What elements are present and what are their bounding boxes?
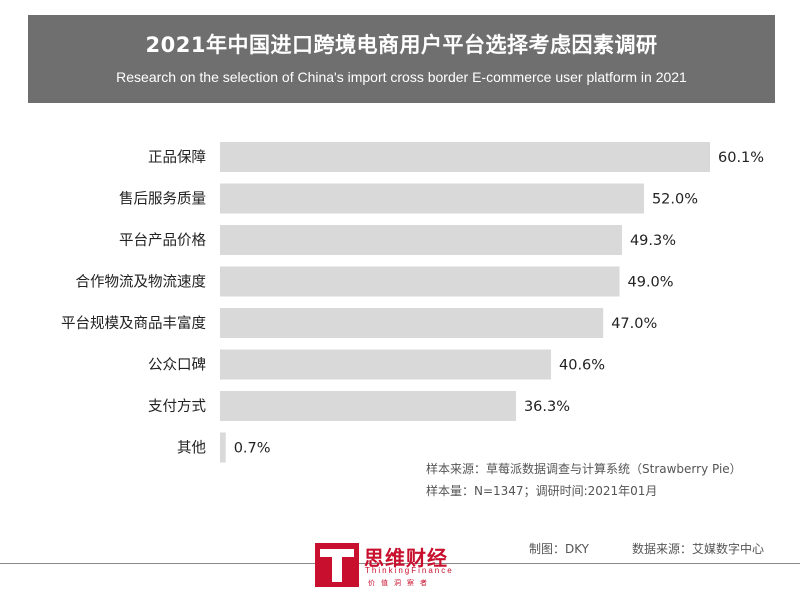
bar-0 <box>220 142 710 172</box>
sample-source-note: 样本来源：草莓派数据调查与计算系统（Strawberry Pie） <box>426 462 742 476</box>
category-label-7: 其他 <box>177 440 206 457</box>
chart-maker-credit: 制图：DKY <box>529 542 590 556</box>
value-label-1: 52.0% <box>652 192 698 208</box>
bar-3 <box>220 266 620 297</box>
category-label-5: 公众口碑 <box>148 357 206 374</box>
value-label-6: 36.3% <box>524 399 570 415</box>
chart-title: 2021年中国进口跨境电商用户平台选择考虑因素调研 <box>145 33 658 57</box>
bar-4 <box>220 308 604 338</box>
brand-logo-icon <box>315 543 359 587</box>
category-label-0: 正品保障 <box>148 148 206 166</box>
bar-2 <box>220 225 622 255</box>
category-label-6: 支付方式 <box>148 398 206 415</box>
bar-5 <box>220 349 552 380</box>
chart-subtitle: Research on the selection of China's imp… <box>116 69 687 85</box>
brand-tagline: 价值洞察者 <box>368 579 433 587</box>
footer-divider <box>0 563 800 564</box>
brand-name: 思维财经 <box>364 546 448 570</box>
category-label-2: 平台产品价格 <box>119 232 206 249</box>
category-label-3: 合作物流及物流速度 <box>76 274 207 291</box>
value-label-2: 49.3% <box>630 233 676 249</box>
category-label-1: 售后服务质量 <box>119 191 206 208</box>
bar-7 <box>220 432 226 463</box>
title-banner: 2021年中国进口跨境电商用户平台选择考虑因素调研 Research on th… <box>28 15 775 103</box>
data-source-credit: 数据来源：艾媒数字中心 <box>632 542 765 556</box>
value-label-5: 40.6% <box>559 358 605 374</box>
brand-english-name: ThinkingFinance <box>365 566 454 575</box>
bar-6 <box>220 391 516 421</box>
value-label-7: 0.7% <box>234 441 271 457</box>
bar-1 <box>220 183 644 214</box>
category-label-4: 平台规模及商品丰富度 <box>61 314 206 332</box>
value-label-4: 47.0% <box>611 316 657 332</box>
sample-size-note: 样本量：N=1347；调研时间:2021年01月 <box>426 484 658 498</box>
value-label-3: 49.0% <box>628 275 674 291</box>
value-label-0: 60.1% <box>718 150 764 166</box>
